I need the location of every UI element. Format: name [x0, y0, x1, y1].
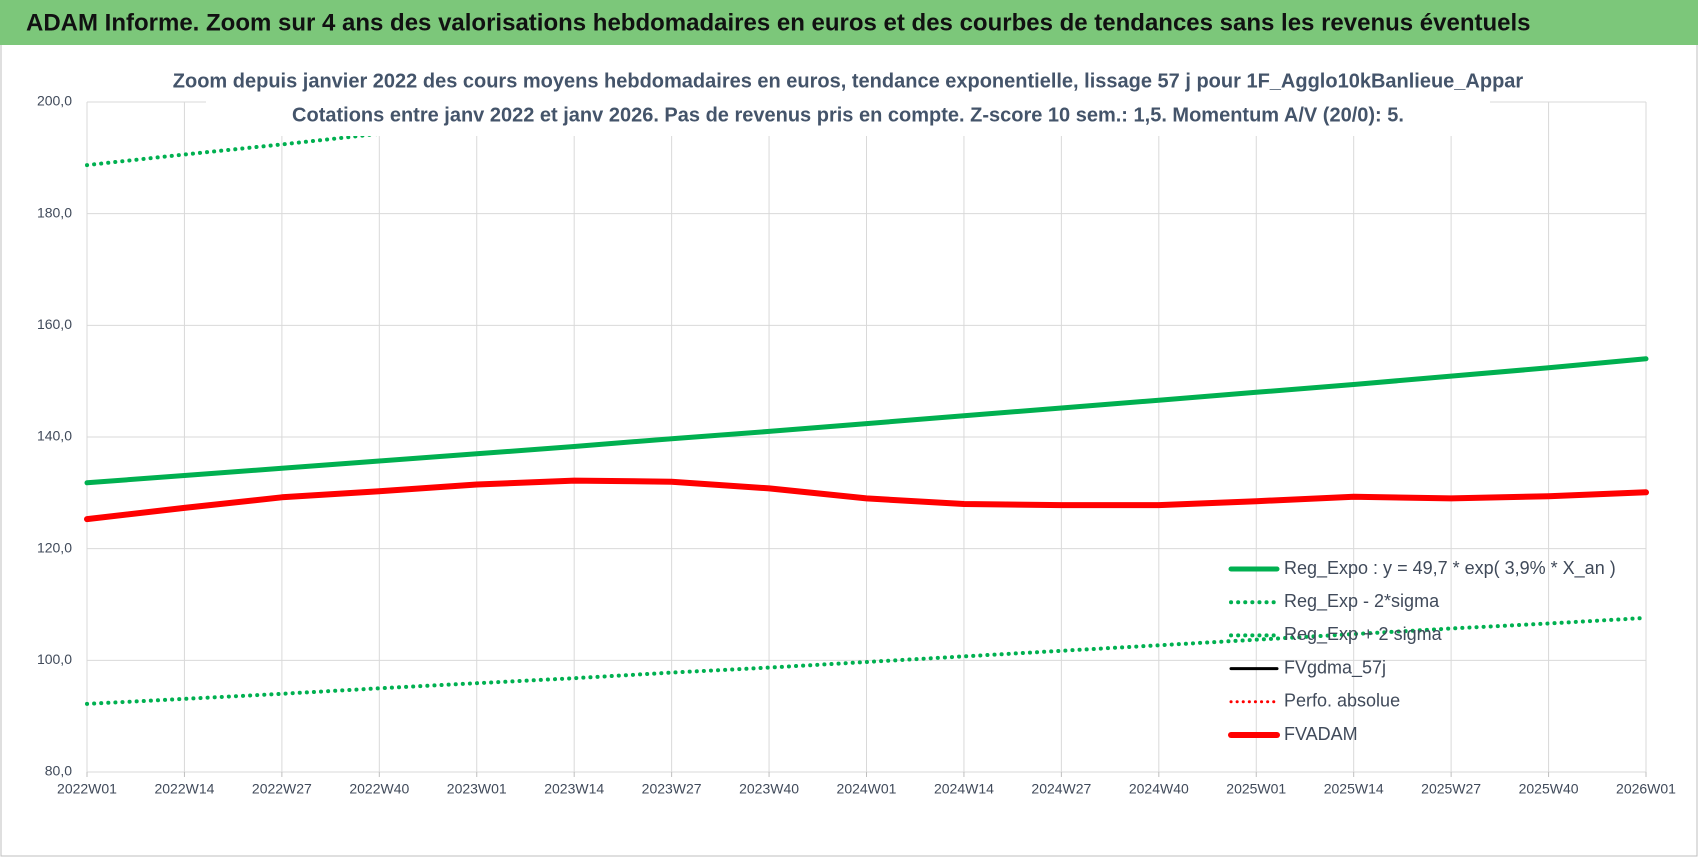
x-tick-label: 2025W01 — [1226, 781, 1286, 797]
legend-label: Perfo. absolue — [1284, 691, 1400, 711]
x-tick-label: 2024W27 — [1031, 781, 1091, 797]
y-tick-label: 80,0 — [45, 763, 72, 779]
plot — [84, 100, 1649, 706]
x-tick-label: 2025W27 — [1421, 781, 1481, 797]
legend-label: Reg_Exp - 2*sigma — [1284, 591, 1440, 612]
series-line — [85, 615, 1648, 706]
legend-label: FVADAM — [1284, 724, 1358, 744]
series-line — [84, 356, 1649, 486]
x-tick-label: 2023W14 — [544, 781, 604, 797]
subtitle: Cotations entre janv 2022 et janv 2026. … — [292, 104, 1404, 126]
x-tick-label: 2022W27 — [252, 781, 312, 797]
x-tick-label: 2025W40 — [1519, 781, 1579, 797]
y-tick-label: 100,0 — [37, 651, 72, 667]
y-tick-label: 120,0 — [37, 539, 72, 555]
legend-label: Reg_Expo : y = 49,7 * exp( 3,9% * X_an ) — [1284, 558, 1616, 579]
x-tick-label: 2024W01 — [837, 781, 897, 797]
subtitle: Zoom depuis janvier 2022 des cours moyen… — [173, 70, 1524, 92]
x-tick-label: 2023W27 — [642, 781, 702, 797]
series-line — [85, 100, 707, 168]
legend-label: Reg_Exp + 2 sigma — [1284, 624, 1443, 645]
chart-title: ADAM Informe. Zoom sur 4 ans des valoris… — [26, 9, 1531, 36]
x-tick-label: 2025W14 — [1324, 781, 1384, 797]
x-tick-label: 2022W14 — [154, 781, 214, 797]
y-tick-label: 200,0 — [37, 93, 72, 109]
subtitle-box — [206, 64, 1490, 136]
title-band — [0, 0, 1698, 45]
x-tick-label: 2024W14 — [934, 781, 994, 797]
legend: Reg_Expo : y = 49,7 * exp( 3,9% * X_an )… — [1228, 558, 1616, 744]
grid: 80,0 100,0 120,0 140,0 160,0 180,0 200,0 2022W0… — [37, 93, 1676, 797]
series-line — [84, 477, 1649, 523]
y-tick-label: 160,0 — [37, 316, 72, 332]
x-tick-label: 2022W01 — [57, 781, 117, 797]
x-tick-label: 2023W01 — [447, 781, 507, 797]
x-tick-label: 2022W40 — [349, 781, 409, 797]
x-tick-label: 2026W01 — [1616, 781, 1676, 797]
legend-label: FVgdma_57j — [1284, 657, 1386, 678]
x-tick-label: 2024W40 — [1129, 781, 1189, 797]
y-tick-label: 180,0 — [37, 204, 72, 220]
y-tick-label: 140,0 — [37, 428, 72, 444]
x-tick-label: 2023W40 — [739, 781, 799, 797]
